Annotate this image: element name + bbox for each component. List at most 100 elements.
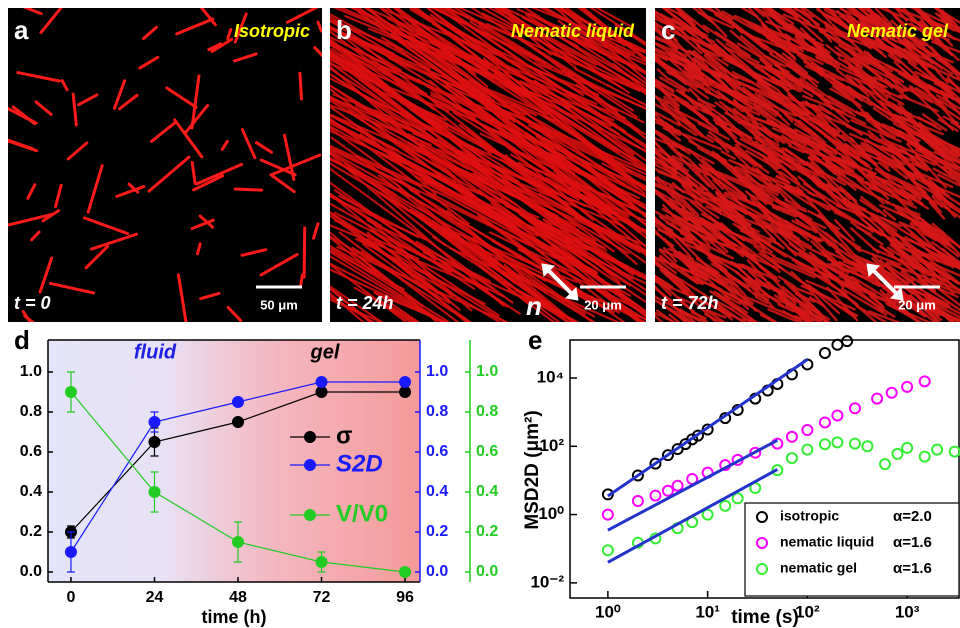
- y3-tick-label: 0.0: [476, 563, 498, 580]
- data-point: [720, 501, 730, 511]
- legend-marker: [304, 459, 316, 471]
- x-tick-label: 0: [67, 589, 76, 606]
- panel-time: t = 72h: [661, 293, 719, 313]
- data-point: [232, 396, 244, 408]
- data-point: [603, 545, 613, 555]
- data-point: [850, 439, 860, 449]
- data-point: [673, 481, 683, 491]
- x-tick-label: 48: [229, 589, 247, 606]
- data-point: [832, 410, 842, 420]
- y2-tick-label: 0.2: [426, 523, 448, 540]
- y-tick-label: 10⁴: [537, 368, 564, 387]
- data-point: [148, 416, 160, 428]
- legend-note: α=2.0: [893, 508, 932, 525]
- y-tick-label: 0.6: [20, 443, 42, 460]
- scale-label: 50 μm: [260, 297, 298, 312]
- data-point: [872, 394, 882, 404]
- y-tick-label: 0.0: [20, 563, 42, 580]
- data-point: [316, 376, 328, 388]
- x-tick-label: 24: [146, 589, 164, 606]
- y2-tick-label: 0.0: [426, 563, 448, 580]
- y2-tick-label: 0.4: [426, 483, 448, 500]
- panel-time: t = 0: [14, 293, 51, 313]
- data-point: [633, 496, 643, 506]
- data-point: [65, 546, 77, 558]
- data-point: [887, 388, 897, 398]
- x-tick-label: 10²: [795, 602, 820, 621]
- data-point: [920, 376, 930, 386]
- y3-tick-label: 0.4: [476, 483, 498, 500]
- panel-letter: b: [336, 15, 352, 45]
- data-point: [832, 437, 842, 447]
- data-point: [232, 416, 244, 428]
- x-tick-label: 10⁰: [595, 602, 621, 621]
- figure: a Isotropic t = 0 50 μm b Nematic liquid t = 2…: [0, 0, 960, 628]
- director-label: n: [526, 291, 542, 321]
- x-tick-label: 10³: [895, 602, 920, 621]
- data-point: [802, 425, 812, 435]
- data-point: [663, 486, 673, 496]
- legend-label: nematic liquid: [780, 534, 874, 550]
- data-point: [902, 443, 912, 453]
- panel-title: Nematic gel: [847, 21, 949, 41]
- data-point: [842, 336, 852, 346]
- legend-label: S2D: [336, 450, 383, 477]
- y3-tick-label: 1.0: [476, 363, 498, 380]
- panel-letter: e: [528, 325, 542, 355]
- data-point: [65, 386, 77, 398]
- data-point: [920, 452, 930, 462]
- panel-letter: a: [14, 15, 29, 45]
- data-point: [950, 447, 960, 457]
- data-point: [148, 486, 160, 498]
- panel-title: Nematic liquid: [511, 21, 635, 41]
- micrographs: a Isotropic t = 0 50 μm b Nematic liquid t = 2…: [0, 0, 960, 396]
- data-point: [880, 459, 890, 469]
- y-tick-label: 0.8: [20, 403, 42, 420]
- rod: [304, 228, 305, 277]
- panel-letter: d: [14, 325, 30, 355]
- data-point: [892, 449, 902, 459]
- data-point: [820, 417, 830, 427]
- data-point: [862, 441, 872, 451]
- annotation: gel: [310, 341, 340, 363]
- rod: [300, 73, 302, 99]
- data-point: [820, 348, 830, 358]
- y2-tick-label: 0.6: [426, 443, 448, 460]
- x-tick-label: 72: [313, 589, 331, 606]
- y2-tick-label: 1.0: [426, 363, 448, 380]
- legend-label: isotropic: [780, 508, 839, 524]
- y-axis-label: MSD2D (μm²): [522, 410, 543, 529]
- chart-d: dfluidgel024487296time (h)0.00.20.40.60.…: [14, 325, 498, 627]
- y-tick-label: 0.4: [20, 483, 42, 500]
- y3-tick-label: 0.8: [476, 403, 498, 420]
- data-point: [232, 536, 244, 548]
- y-tick-label: 1.0: [20, 363, 42, 380]
- legend-note: α=1.6: [893, 534, 932, 551]
- data-point: [399, 376, 411, 388]
- panel-time: t = 24h: [336, 293, 394, 313]
- y-tick-label: 10⁻²: [530, 572, 564, 591]
- x-tick-label: 10¹: [695, 602, 720, 621]
- legend-label: V/V0: [336, 500, 388, 527]
- data-point: [650, 491, 660, 501]
- data-point: [820, 439, 830, 449]
- data-point: [148, 436, 160, 448]
- y3-tick-label: 0.6: [476, 443, 498, 460]
- legend-marker: [304, 431, 316, 443]
- panel-title: Isotropic: [234, 21, 310, 41]
- data-point: [932, 445, 942, 455]
- data-point: [850, 403, 860, 413]
- scale-label: 20 μm: [898, 297, 936, 312]
- legend-note: α=1.6: [893, 560, 932, 577]
- data-point: [316, 556, 328, 568]
- data-point: [603, 510, 613, 520]
- legend-label: nematic gel: [780, 560, 857, 576]
- y3-tick-label: 0.2: [476, 523, 498, 540]
- y-tick-label: 10²: [539, 436, 564, 455]
- x-axis-label: time (h): [202, 607, 267, 627]
- scale-label: 20 μm: [584, 297, 622, 312]
- data-point: [787, 453, 797, 463]
- data-point: [787, 432, 797, 442]
- panel-letter: c: [661, 15, 675, 45]
